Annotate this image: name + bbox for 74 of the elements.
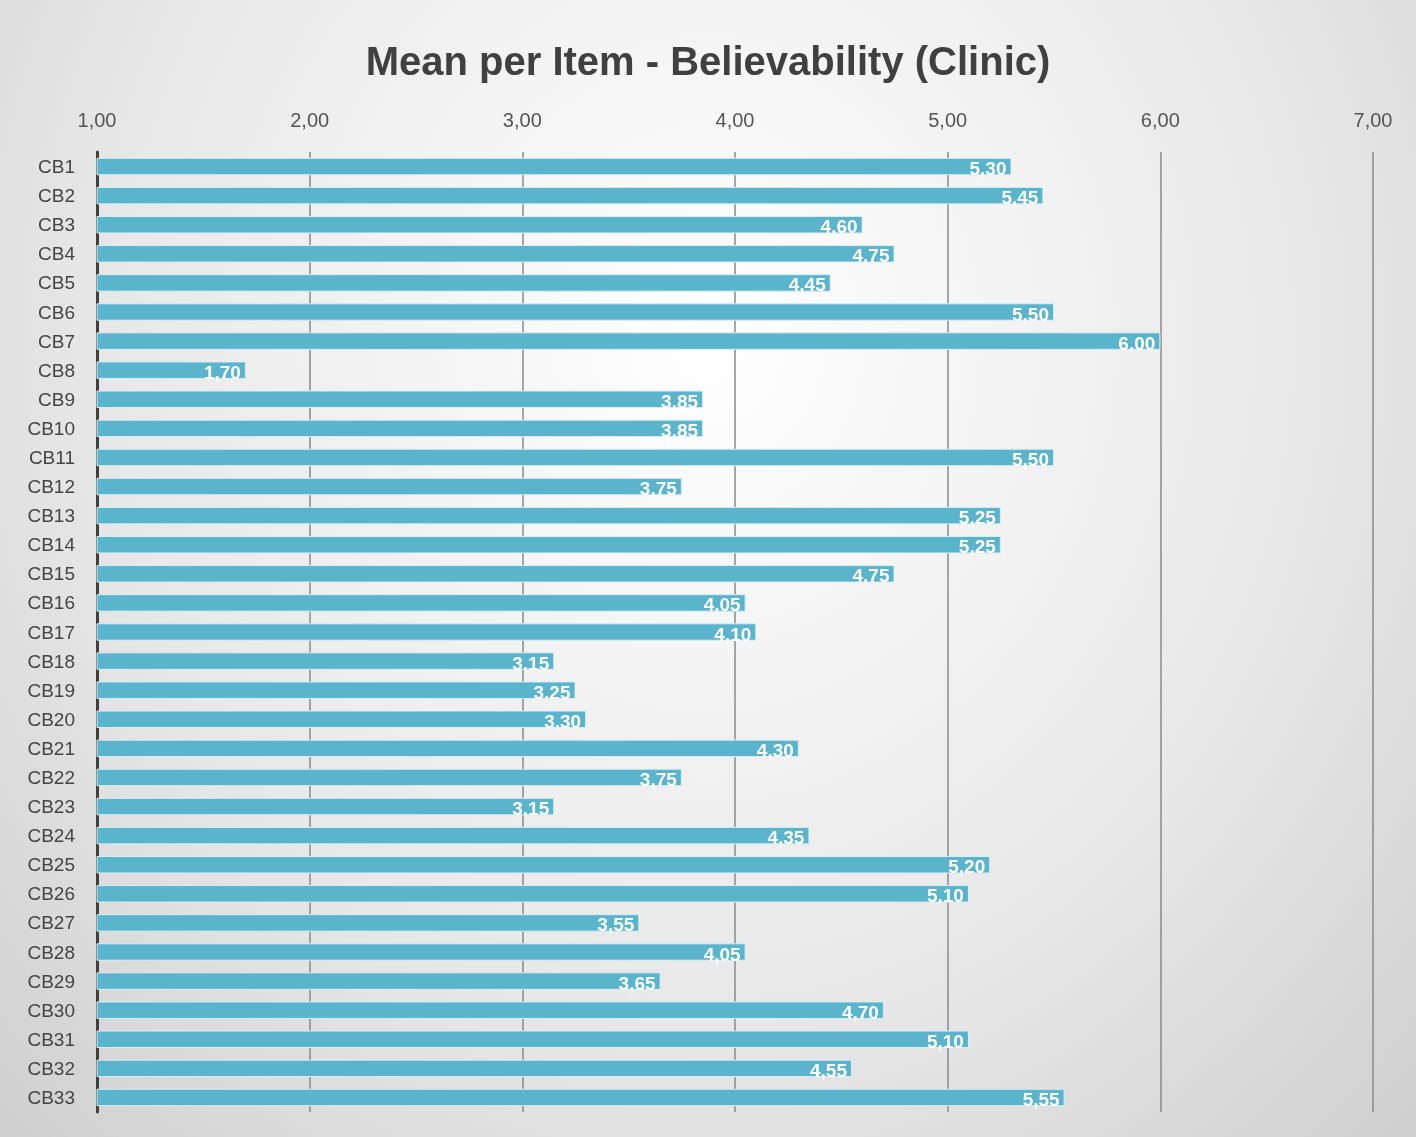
y-tick-label: CB18 — [27, 650, 75, 672]
data-label: 3,15 — [512, 798, 550, 820]
data-label: 3,65 — [618, 972, 656, 994]
y-tick-label: CB1 — [38, 156, 75, 178]
data-label: 4,55 — [809, 1059, 848, 1081]
y-tick-label: CB20 — [27, 708, 75, 730]
data-label: 3,85 — [661, 419, 699, 441]
data-label: 3,15 — [512, 652, 550, 674]
x-tick-label: 5,00 — [928, 109, 968, 131]
data-label: 4,70 — [841, 1001, 879, 1023]
y-tick-label: CB16 — [27, 592, 75, 614]
data-label: 4,10 — [714, 623, 752, 645]
x-tick-label: 2,00 — [290, 109, 330, 131]
data-label: 5,50 — [1012, 448, 1049, 470]
y-tick-label: CB27 — [27, 912, 75, 934]
x-tick-label: 1,00 — [77, 109, 117, 131]
y-tick-label: CB21 — [27, 737, 75, 759]
data-label: 3,25 — [533, 681, 571, 703]
y-tick-label: CB13 — [27, 505, 75, 527]
data-label: 5,20 — [948, 856, 986, 878]
y-tick-label: CB11 — [28, 446, 75, 468]
y-tick-label: CB15 — [27, 563, 75, 585]
y-tick-label: CB14 — [27, 534, 76, 556]
data-label: 4,35 — [767, 827, 805, 849]
y-tick-label: CB5 — [38, 272, 75, 294]
data-label: 5,45 — [1001, 187, 1039, 209]
data-label: 4,45 — [788, 274, 827, 296]
data-label: 4,30 — [756, 739, 794, 761]
data-label: 5,30 — [969, 158, 1007, 180]
y-tick-label: CB33 — [27, 1086, 75, 1108]
y-tick-label: CB22 — [27, 766, 75, 788]
y-tick-label: CB12 — [27, 476, 75, 498]
data-label: 5,25 — [958, 536, 997, 558]
y-tick-label: CB32 — [27, 1057, 75, 1079]
data-label: 6,00 — [1118, 332, 1156, 354]
y-tick-label: CB25 — [27, 854, 75, 876]
y-tick-label: CB24 — [27, 825, 76, 847]
data-label: 4,05 — [703, 594, 742, 616]
data-label: 5,25 — [958, 507, 997, 529]
y-tick-label: CB31 — [27, 1028, 75, 1050]
y-tick-label: CB9 — [38, 388, 75, 410]
y-tick-label: CB23 — [27, 796, 75, 818]
data-label: 4,75 — [852, 245, 890, 267]
y-tick-label: CB6 — [38, 301, 75, 323]
y-tick-label: CB4 — [38, 243, 76, 265]
chart-title: Mean per Item - Believability (Clinic) — [365, 39, 1051, 83]
data-label: 5,55 — [1022, 1088, 1061, 1110]
data-label: 4,75 — [852, 565, 890, 587]
data-label: 3,85 — [661, 390, 699, 412]
data-label: 5,10 — [926, 885, 964, 907]
data-label: 3,75 — [639, 768, 678, 790]
data-label: 4,05 — [703, 943, 742, 965]
y-tick-label: CB3 — [38, 214, 75, 236]
y-tick-label: CB26 — [27, 883, 75, 905]
x-tick-label: 7,00 — [1353, 109, 1393, 131]
y-tick-label: CB10 — [27, 417, 75, 439]
x-tick-label: 4,00 — [715, 109, 755, 131]
data-label: 4,60 — [820, 216, 858, 238]
data-label: 3,30 — [544, 710, 582, 732]
y-tick-label: CB30 — [27, 999, 75, 1021]
y-tick-label: CB7 — [38, 330, 75, 352]
y-tick-label: CB8 — [38, 359, 75, 381]
y-tick-label: CB19 — [27, 679, 75, 701]
y-tick-label: CB28 — [27, 941, 75, 963]
x-tick-label: 3,00 — [502, 109, 542, 131]
y-tick-label: CB17 — [27, 621, 75, 643]
y-tick-label: CB2 — [38, 185, 75, 207]
y-tick-label: CB29 — [27, 970, 75, 992]
data-label: 3,55 — [597, 914, 635, 936]
data-label: 5,10 — [926, 1030, 964, 1052]
data-label: 3,75 — [639, 478, 678, 500]
data-label: 1,70 — [203, 361, 241, 383]
x-tick-label: 6,00 — [1140, 109, 1180, 131]
data-label: 5,50 — [1012, 303, 1049, 325]
